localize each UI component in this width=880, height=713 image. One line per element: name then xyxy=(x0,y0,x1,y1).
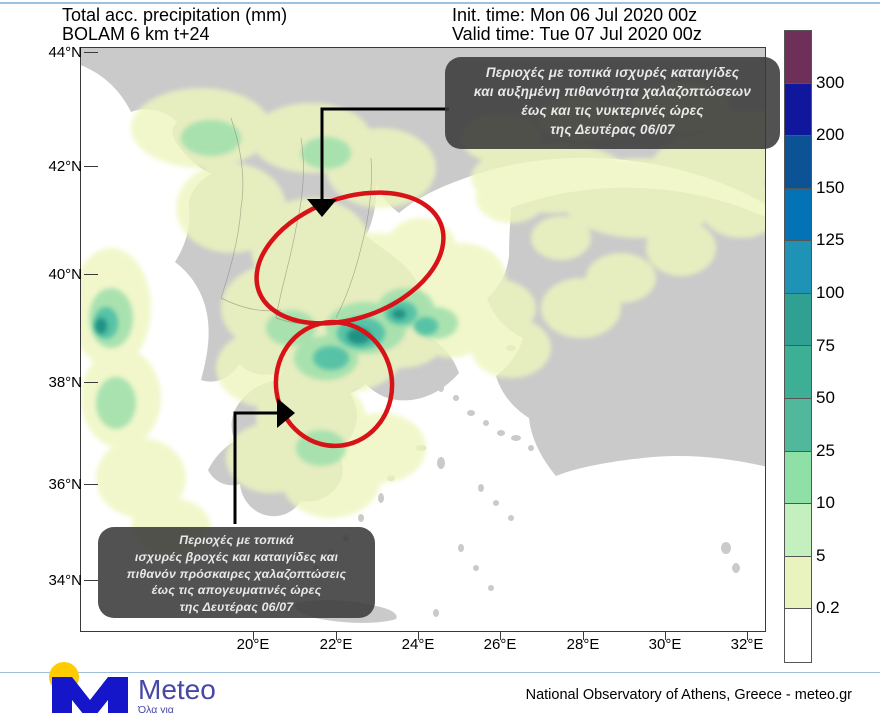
svg-text:Όλα για: Όλα για xyxy=(137,704,174,713)
svg-text:Meteo: Meteo xyxy=(138,674,216,705)
